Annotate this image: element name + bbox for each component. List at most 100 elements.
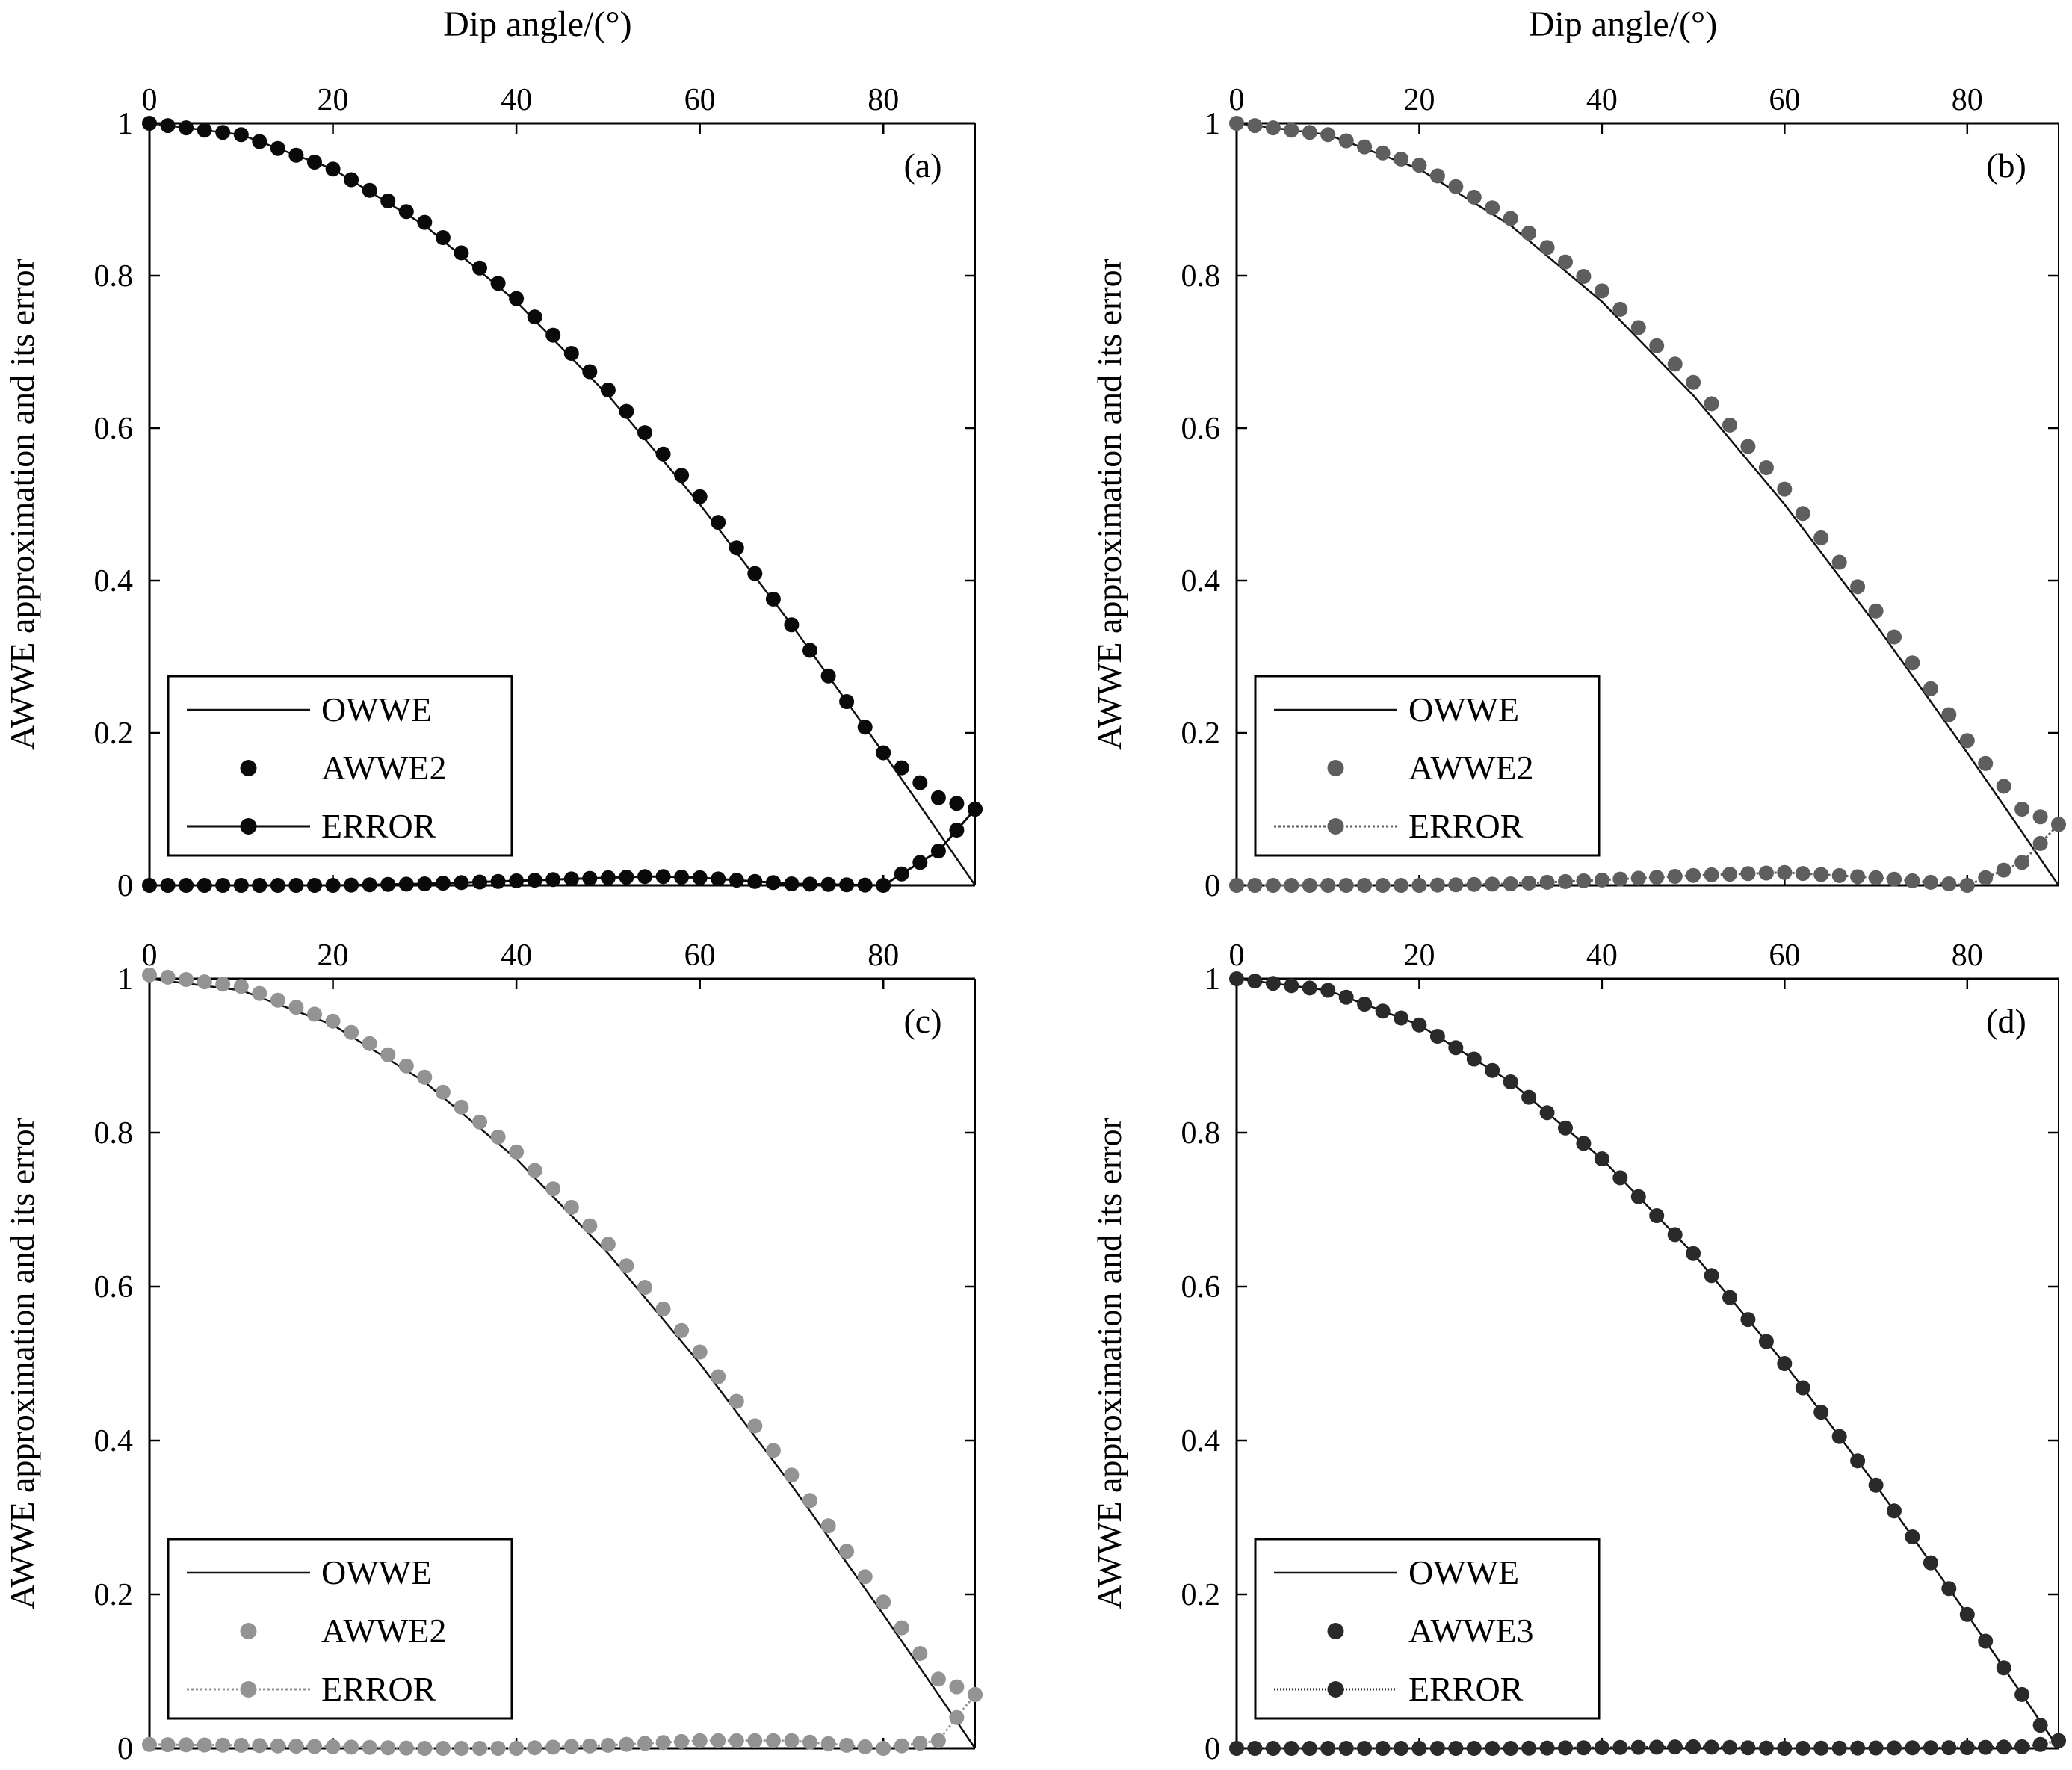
series-point-error xyxy=(802,1734,817,1750)
series-point-awwe2 xyxy=(160,118,176,134)
series-point-awwe2 xyxy=(876,1594,891,1610)
y-tick-label: 0.6 xyxy=(94,1270,134,1305)
series-point-awwe2 xyxy=(1302,125,1317,140)
series-point-awwe3 xyxy=(1539,1105,1555,1121)
x-tick-label: 0 xyxy=(142,83,158,117)
series-point-awwe2 xyxy=(1667,356,1683,372)
series-point-awwe2 xyxy=(233,979,249,994)
series-point-awwe2 xyxy=(344,1024,359,1040)
series-point-awwe2 xyxy=(270,140,285,156)
series-point-awwe2 xyxy=(949,796,965,811)
series-point-awwe2 xyxy=(1704,396,1719,412)
legend-swatch-dot xyxy=(1327,760,1344,776)
series-point-error xyxy=(1996,862,2011,878)
y-axis-title: AWWE approximation and its error xyxy=(1090,259,1128,750)
series-point-error xyxy=(1448,877,1464,893)
y-tick-label: 1 xyxy=(117,107,133,141)
series-point-error xyxy=(729,873,744,888)
series-point-error xyxy=(1831,867,1847,883)
series-point-awwe2 xyxy=(1229,116,1244,131)
series-point-awwe2 xyxy=(802,643,817,658)
series-point-error xyxy=(1576,873,1592,888)
series-point-awwe2 xyxy=(509,291,525,306)
series-point-awwe3 xyxy=(1375,1003,1391,1019)
series-point-awwe3 xyxy=(1887,1503,1902,1519)
series-point-error xyxy=(820,876,836,892)
series-point-error xyxy=(1485,876,1500,892)
series-point-error xyxy=(582,870,598,886)
series-point-error xyxy=(674,1733,690,1749)
series-point-error xyxy=(619,870,634,885)
series-point-awwe2 xyxy=(435,1084,451,1100)
legend-label: AWWE2 xyxy=(1408,749,1533,787)
x-tick-label: 80 xyxy=(1952,938,1983,973)
series-point-awwe2 xyxy=(930,1671,946,1687)
series-point-error xyxy=(1594,872,1609,888)
series-point-error xyxy=(765,875,781,891)
series-point-error xyxy=(1357,878,1373,893)
x-tick-label: 60 xyxy=(1769,938,1800,973)
series-point-awwe2 xyxy=(1320,127,1336,143)
series-point-error xyxy=(1302,878,1317,893)
series-point-awwe2 xyxy=(839,1544,855,1559)
y-tick-label: 1 xyxy=(1204,107,1220,141)
series-point-awwe2 xyxy=(1887,629,1902,645)
series-line-error xyxy=(1237,1739,2059,1750)
series-point-error xyxy=(949,1709,965,1725)
series-point-error xyxy=(1722,1739,1737,1755)
series-point-error xyxy=(1247,878,1263,893)
x-tick-label: 60 xyxy=(684,938,716,973)
legend-label: OWWE xyxy=(321,1553,432,1591)
series-point-error xyxy=(1612,1739,1628,1755)
series-point-error xyxy=(1959,1740,1975,1755)
series-point-error xyxy=(380,876,396,892)
series-point-awwe2 xyxy=(472,260,487,276)
y-tick-label: 0.2 xyxy=(94,717,134,751)
series-point-awwe2 xyxy=(288,147,304,163)
series-point-error xyxy=(380,1740,396,1756)
legend-label: OWWE xyxy=(321,690,432,728)
series-point-error xyxy=(1649,870,1665,885)
legend-box xyxy=(1254,1538,1601,1720)
x-tick-label: 0 xyxy=(1229,83,1245,117)
x-tick-label: 60 xyxy=(684,83,716,117)
series-point-error xyxy=(1795,1740,1810,1756)
series-point-error xyxy=(1320,1741,1336,1756)
x-tick-label: 20 xyxy=(1403,83,1435,117)
series-point-awwe3 xyxy=(1777,1356,1793,1371)
x-tick-label: 80 xyxy=(868,83,899,117)
series-point-error xyxy=(1558,1740,1573,1756)
series-point-awwe2 xyxy=(1338,133,1354,149)
series-point-awwe2 xyxy=(307,1006,322,1022)
series-point-awwe2 xyxy=(2014,802,2030,817)
legend-label: ERROR xyxy=(321,1670,436,1708)
series-point-error xyxy=(747,873,763,889)
series-point-awwe2 xyxy=(215,125,231,140)
series-point-awwe2 xyxy=(600,1237,616,1252)
legend-box xyxy=(1254,675,1601,857)
series-point-error xyxy=(1429,1741,1445,1756)
legend-swatch-dot xyxy=(1327,1623,1344,1639)
series-point-awwe3 xyxy=(1229,971,1244,986)
series-point-awwe2 xyxy=(563,1199,579,1215)
series-point-awwe2 xyxy=(288,1000,304,1015)
series-point-error xyxy=(1740,866,1756,882)
series-point-error xyxy=(1612,871,1628,887)
series-point-error xyxy=(1521,875,1537,891)
series-point-awwe3 xyxy=(1466,1051,1482,1067)
series-point-awwe2 xyxy=(215,977,231,992)
series-point-awwe2 xyxy=(1357,139,1373,155)
series-point-awwe2 xyxy=(802,1493,817,1508)
series-point-awwe2 xyxy=(894,1620,909,1636)
series-point-awwe2 xyxy=(1558,254,1573,270)
y-axis-title: AWWE approximation and its error xyxy=(3,259,41,750)
series-point-awwe2 xyxy=(344,172,359,188)
y-tick-label: 0 xyxy=(117,869,133,903)
series-point-error xyxy=(325,878,341,893)
series-point-error xyxy=(142,1736,157,1752)
series-point-awwe2 xyxy=(1485,200,1500,216)
series-point-error xyxy=(1229,878,1244,893)
series-point-awwe3 xyxy=(1978,1633,1994,1649)
series-point-error xyxy=(1941,876,1957,891)
series-point-awwe3 xyxy=(1485,1062,1500,1078)
